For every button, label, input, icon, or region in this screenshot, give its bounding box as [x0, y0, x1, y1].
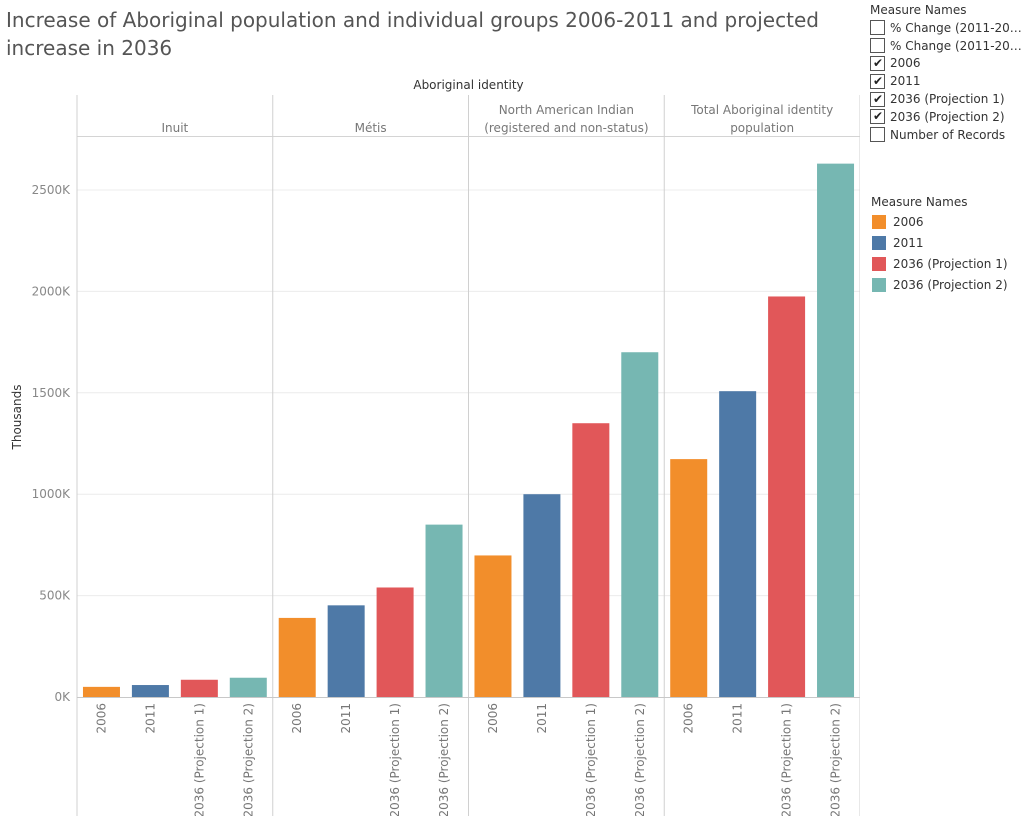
legend-swatch	[872, 214, 886, 229]
column-header-title: Aboriginal identity	[413, 78, 523, 92]
x-tick-label: 2036 (Projection 1)	[584, 703, 598, 816]
x-tick-label: 2011	[339, 703, 353, 734]
color-legend-label: 2036 (Projection 1)	[893, 256, 1008, 271]
color-legend-item[interactable]: 2006	[872, 211, 1008, 232]
unchecked-checkbox[interactable]	[870, 38, 885, 54]
chart: Aboriginal identity 0K 500K 1000K 1500K 2000K…	[10, 78, 860, 816]
checkmark-icon: ✔	[873, 109, 884, 124]
color-legend-label: 2011	[893, 235, 924, 250]
bar-2011	[719, 391, 757, 697]
color-legend-label: 2006	[893, 214, 924, 229]
color-legend-label: 2036 (Projection 2)	[893, 277, 1008, 292]
x-tick-label: 2006	[94, 703, 108, 734]
legend-swatch	[872, 256, 886, 271]
color-legend-header: Measure Names	[871, 195, 968, 209]
y-tick-label: 1500K	[32, 386, 72, 400]
measure-filter-item[interactable]: ✔ 2036 (Projection 1)	[870, 90, 1024, 108]
filter-legend-header: Measure Names	[870, 3, 967, 17]
measure-filter-label: % Change (2011-203..	[890, 38, 1024, 53]
x-tick-label: 2011	[143, 703, 157, 734]
measure-filter-label: 2006	[890, 56, 921, 71]
bar-2011	[131, 685, 169, 697]
measure-filter-item[interactable]: % Change (2011-203..	[870, 37, 1024, 55]
group-header-label: Inuit	[161, 121, 188, 135]
bar-2006	[474, 555, 512, 697]
checkmark-icon: ✔	[873, 55, 884, 70]
color-legend-item[interactable]: 2036 (Projection 2)	[872, 274, 1008, 295]
group-header-label: North American Indian	[499, 103, 634, 117]
color-legend: 2006 2011 2036 (Projection 1) 2036 (Project…	[872, 211, 1008, 295]
bar-2036-projection-1-	[376, 587, 414, 697]
y-tick-label: 500K	[39, 589, 71, 603]
x-tick-label: 2036 (Projection 2)	[829, 703, 843, 816]
color-legend-item[interactable]: 2036 (Projection 1)	[872, 253, 1008, 274]
bar-2036-projection-2-	[229, 677, 267, 697]
measure-filter-label: 2011	[890, 74, 921, 89]
color-legend-item[interactable]: 2011	[872, 232, 1008, 253]
checked-checkbox[interactable]: ✔	[870, 73, 885, 89]
measure-filter-item[interactable]: ✔ 2011	[870, 72, 1024, 90]
measure-filter-label: Number of Records	[890, 127, 1006, 142]
bar-2011	[327, 605, 365, 697]
x-tick-label: 2036 (Projection 1)	[780, 703, 794, 816]
x-tick-label: 2006	[290, 703, 304, 734]
bar-2036-projection-2-	[425, 524, 463, 697]
bar-2036-projection-1-	[180, 679, 218, 697]
x-tick-label: 2036 (Projection 2)	[633, 703, 647, 816]
unchecked-checkbox[interactable]	[870, 20, 885, 36]
x-tick-label: 2036 (Projection 1)	[192, 703, 206, 816]
checked-checkbox[interactable]: ✔	[870, 55, 885, 71]
y-tick-label: 1000K	[32, 487, 72, 501]
measure-filter-label: 2036 (Projection 2)	[890, 109, 1005, 124]
bar-2036-projection-2-	[817, 163, 855, 698]
y-tick-label: 0K	[54, 690, 71, 704]
measure-filter-item[interactable]: Number of Records	[870, 126, 1024, 144]
legend-swatch	[872, 235, 886, 250]
group-header-label: Métis	[355, 121, 387, 135]
bar-2011	[523, 494, 561, 697]
measure-filter-label: % Change (2011-203..	[890, 20, 1024, 35]
measure-filter-label: 2036 (Projection 1)	[890, 92, 1005, 107]
chart-title: Increase of Aboriginal population and in…	[6, 8, 819, 60]
bar-2036-projection-1-	[768, 296, 806, 697]
legend-swatch	[872, 277, 886, 292]
x-tick-label: 2036 (Projection 1)	[388, 703, 402, 816]
checked-checkbox[interactable]: ✔	[870, 91, 885, 107]
checkmark-icon: ✔	[873, 91, 884, 106]
x-tick-label: 2006	[486, 703, 500, 734]
bar-2036-projection-1-	[572, 423, 610, 697]
x-tick-label: 2036 (Projection 2)	[437, 703, 451, 816]
checked-checkbox[interactable]: ✔	[870, 109, 885, 125]
x-tick-label: 2011	[731, 703, 745, 734]
bar-2036-projection-2-	[621, 352, 659, 697]
x-tick-label: 2011	[535, 703, 549, 734]
measure-filter-item[interactable]: ✔ 2006	[870, 55, 1024, 73]
bar-2006	[670, 459, 708, 697]
checkmark-icon: ✔	[873, 73, 884, 88]
group-header-label: (registered and non-status)	[484, 121, 648, 135]
x-tick-label: 2036 (Projection 2)	[241, 703, 255, 816]
x-tick-label: 2006	[682, 703, 696, 734]
measure-filter-item[interactable]: % Change (2011-203..	[870, 19, 1024, 37]
y-axis-title: Thousands	[10, 385, 24, 451]
measure-filter-item[interactable]: ✔ 2036 (Projection 2)	[870, 108, 1024, 126]
group-header-label: population	[730, 121, 794, 135]
unchecked-checkbox[interactable]	[870, 127, 885, 143]
bar-2006	[278, 617, 316, 697]
bar-2006	[82, 686, 120, 697]
measure-filter-list: % Change (2011-203.. % Change (2011-203..…	[870, 19, 1024, 144]
y-tick-label: 2500K	[32, 183, 72, 197]
group-header-label: Total Aboriginal identity	[690, 103, 833, 117]
y-tick-label: 2000K	[32, 284, 72, 298]
